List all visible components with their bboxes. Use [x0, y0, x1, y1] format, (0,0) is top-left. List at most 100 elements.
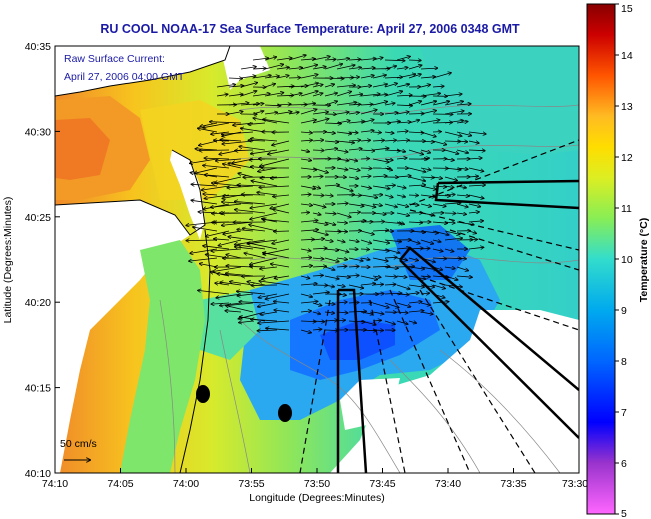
current-vector	[348, 221, 366, 222]
current-vector	[408, 60, 421, 61]
current-vector	[324, 64, 342, 70]
x-axis: 74:10 74:05 74:00 73:55 73:50 73:45 73:40 73:35…	[42, 468, 588, 490]
current-vector	[432, 186, 446, 187]
current-vector	[360, 159, 369, 160]
current-vector	[238, 173, 254, 178]
current-vector	[420, 266, 437, 270]
current-vector	[396, 276, 407, 277]
current-vector	[420, 195, 435, 197]
current-vector	[396, 294, 409, 295]
colorbar-tick-label: 9	[621, 305, 627, 317]
current-vector	[348, 121, 365, 123]
current-vector	[312, 213, 321, 215]
current-vectors	[186, 55, 486, 333]
current-vector	[468, 203, 480, 207]
current-vector	[420, 239, 433, 244]
current-vector	[226, 266, 254, 267]
current-vector	[228, 237, 254, 241]
current-vector	[360, 230, 374, 234]
colorbar-tick-label: 6	[621, 458, 627, 470]
current-vector	[324, 149, 337, 151]
current-vector	[300, 321, 316, 322]
y-axis-label: Latitude (Degrees:Minutes)	[2, 197, 14, 324]
current-vector	[336, 258, 347, 260]
y-tick-label: 40:10	[25, 468, 51, 480]
current-vector	[372, 276, 381, 277]
current-vector	[252, 68, 266, 69]
y-tick-label: 40:25	[25, 212, 51, 224]
current-vector	[456, 266, 468, 271]
current-vector	[372, 230, 388, 231]
current-vector	[348, 311, 366, 312]
current-vector	[228, 86, 244, 87]
current-vector	[384, 159, 393, 160]
y-tick-label: 40:15	[25, 383, 51, 395]
current-vector	[276, 86, 294, 87]
current-vector	[468, 141, 479, 143]
current-vector	[408, 74, 421, 79]
current-vector	[432, 266, 442, 270]
current-vector	[225, 311, 242, 312]
current-vector	[384, 185, 395, 186]
current-vector	[300, 185, 315, 189]
current-vector	[348, 302, 359, 303]
current-vector	[312, 112, 328, 115]
current-vector	[199, 150, 230, 151]
colorbar-tick-label: 12	[621, 152, 633, 164]
current-vector	[444, 238, 462, 240]
current-vector	[456, 141, 467, 142]
current-vector	[276, 104, 291, 105]
current-vector	[312, 266, 326, 267]
current-vector	[408, 239, 420, 244]
current-vector	[360, 140, 370, 141]
current-vector	[396, 158, 407, 159]
current-vector	[420, 149, 430, 153]
current-vector	[360, 94, 380, 97]
current-vector	[312, 329, 322, 330]
current-vector	[217, 274, 242, 277]
current-vector	[348, 104, 361, 105]
y-tick-label: 40:35	[25, 41, 51, 53]
current-vector	[235, 201, 266, 205]
current-vector	[324, 59, 336, 60]
current-vector	[219, 239, 242, 246]
current-vector	[324, 132, 335, 133]
colorbar-tick-label: 8	[621, 356, 627, 368]
current-vector	[300, 276, 310, 278]
current-vector	[468, 176, 478, 177]
current-vector	[336, 203, 348, 204]
current-vector	[300, 284, 317, 285]
current-vector	[348, 140, 360, 141]
current-vector	[300, 311, 311, 312]
current-vector	[275, 275, 290, 278]
x-tick-label: 73:45	[369, 478, 395, 490]
current-vector	[312, 186, 320, 188]
current-vector	[300, 132, 312, 133]
current-vector	[324, 195, 333, 196]
current-vector	[384, 302, 399, 307]
current-vector	[336, 266, 347, 267]
current-vector	[211, 131, 230, 134]
current-vector	[300, 75, 318, 79]
current-vector	[324, 185, 339, 186]
current-vector	[250, 257, 278, 265]
current-vector	[258, 167, 278, 172]
current-vector	[408, 257, 418, 261]
current-vector	[240, 104, 259, 105]
current-vector	[198, 290, 230, 295]
current-vector	[252, 58, 268, 60]
current-vector	[324, 257, 339, 262]
current-vector	[288, 55, 306, 61]
current-vector	[223, 164, 242, 169]
current-vector	[215, 176, 242, 183]
current-vector	[336, 85, 355, 87]
current-vector	[468, 131, 486, 134]
current-vector	[348, 212, 360, 213]
current-vector	[324, 93, 337, 97]
current-vector	[252, 75, 271, 79]
current-vector	[251, 149, 278, 154]
current-vector	[300, 59, 315, 60]
current-vector	[203, 122, 230, 128]
current-vector	[432, 248, 443, 251]
current-vector	[272, 140, 290, 145]
